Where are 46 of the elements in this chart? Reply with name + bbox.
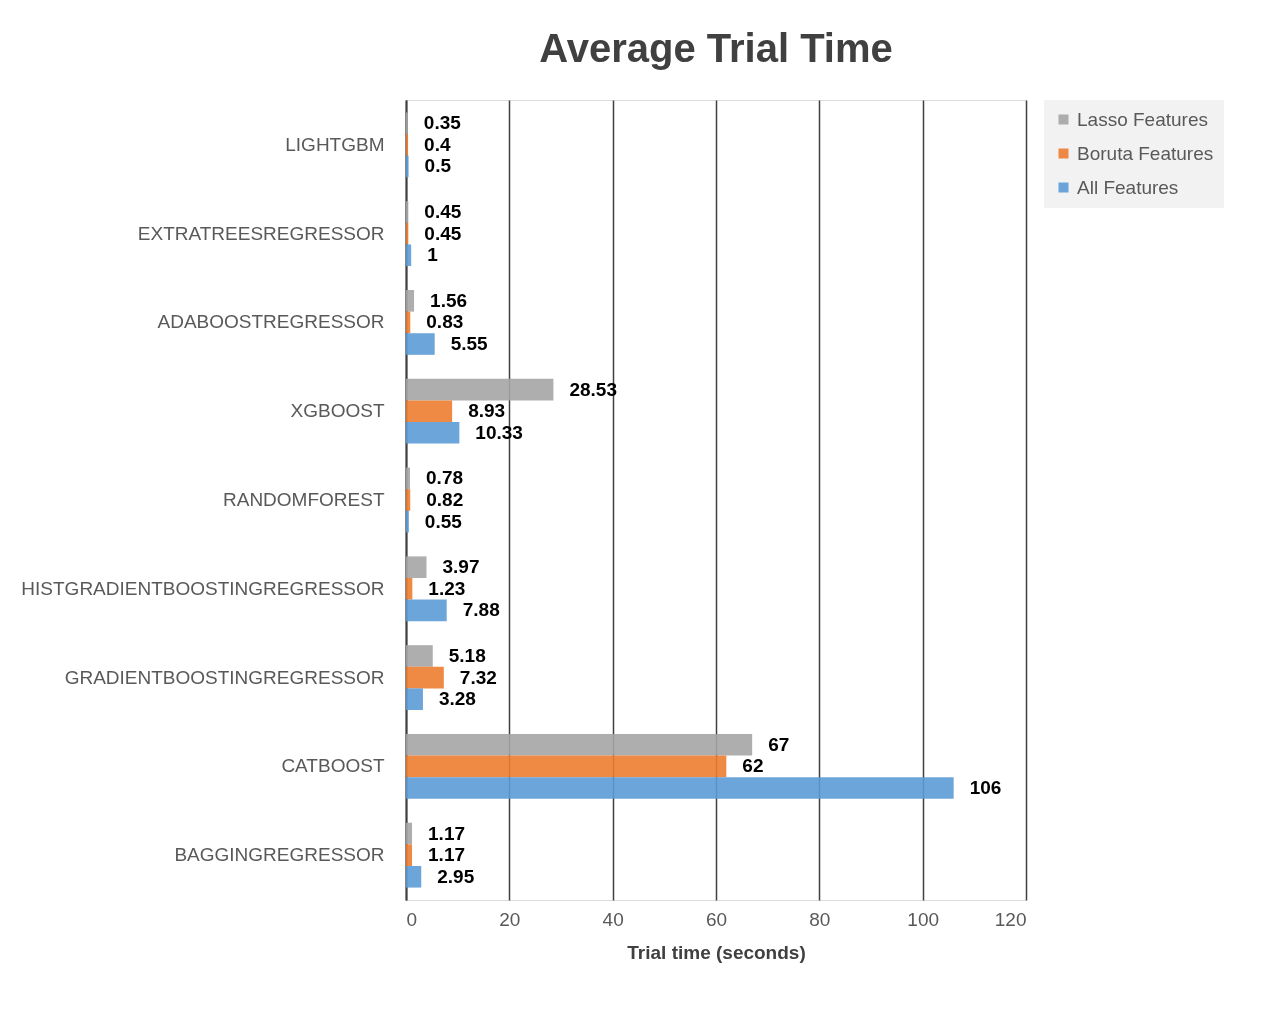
y-tick-label: LIGHTGBM — [285, 133, 385, 155]
data-label: 0.4 — [424, 133, 451, 155]
data-label: 0.45 — [424, 222, 462, 244]
data-label: 7.32 — [459, 666, 497, 688]
y-tick-label: GRADIENTBOOSTINGREGRESSOR — [64, 666, 385, 688]
data-label: 3.97 — [442, 556, 480, 578]
y-tick-label: XGBOOST — [290, 400, 385, 422]
y-tick-label: ADABOOSTREGRESSOR — [157, 311, 385, 333]
chart-title: Average Trial Time — [539, 26, 893, 70]
data-label: 0.5 — [424, 155, 452, 177]
y-tick-label: EXTRATREESREGRESSOR — [137, 222, 385, 244]
data-label: 1.23 — [428, 577, 466, 599]
x-tick-label: 80 — [809, 908, 831, 930]
data-label: 0.45 — [424, 201, 462, 223]
data-label: 1.17 — [428, 844, 466, 866]
legend-label: Lasso Features — [1077, 108, 1208, 130]
x-tick-label: 100 — [907, 908, 940, 930]
data-label: 67 — [768, 733, 790, 755]
y-tick-label: CATBOOST — [281, 755, 385, 777]
data-label: 5.18 — [448, 644, 486, 666]
data-label: 0.82 — [426, 489, 464, 510]
x-tick-label: 0 — [406, 908, 418, 930]
y-tick-label: HISTGRADIENTBOOSTINGREGRESSOR — [21, 577, 385, 599]
legend-label: All Features — [1077, 176, 1179, 198]
data-label: 1.56 — [430, 289, 468, 311]
data-label: 0.83 — [426, 311, 464, 333]
y-tick-label: BAGGINGREGRESSOR — [174, 844, 385, 866]
y-tick-label: RANDOMFOREST — [223, 489, 385, 510]
data-label: 0.55 — [424, 510, 463, 532]
legend-label: Boruta Features — [1077, 142, 1214, 164]
x-tick-label: 60 — [705, 908, 728, 930]
data-label: 106 — [969, 776, 1002, 798]
data-label: 62 — [742, 755, 764, 777]
data-label: 3.28 — [438, 688, 476, 710]
data-label: 8.93 — [468, 400, 506, 422]
data-label: 0.35 — [423, 112, 462, 134]
data-label: 1.17 — [428, 822, 466, 844]
data-label: 0.78 — [426, 467, 464, 489]
x-tick-label: 40 — [602, 908, 624, 930]
data-label: 1 — [427, 244, 439, 266]
x-tick-label: 120 — [994, 908, 1027, 930]
data-label: 2.95 — [437, 865, 475, 887]
x-axis-title: Trial time (seconds) — [627, 941, 806, 963]
data-label: 5.55 — [450, 333, 489, 355]
data-label: 7.88 — [462, 599, 500, 621]
x-tick-label: 20 — [499, 908, 521, 930]
